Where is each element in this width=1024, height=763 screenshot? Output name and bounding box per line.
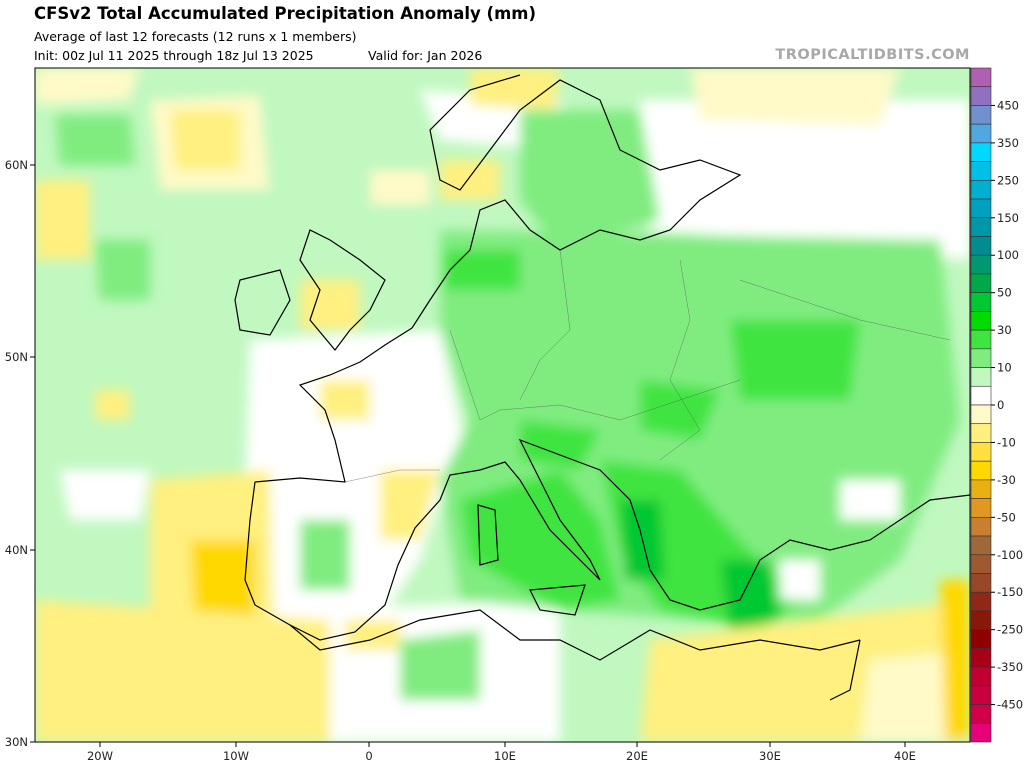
colorbar-bin [970, 161, 992, 181]
map-subtitle: Average of last 12 forecasts (12 runs x … [34, 29, 357, 44]
colorbar-bin [970, 367, 992, 387]
colorbar-bin [970, 105, 992, 125]
colorbar-label: 450 [997, 98, 1019, 112]
colorbar-bin [970, 591, 992, 612]
lon-label: 10E [494, 749, 516, 763]
colorbar-label: 350 [997, 136, 1019, 150]
lon-label: 30E [759, 749, 781, 763]
colorbar-bin [970, 517, 992, 537]
colorbar-bin [970, 404, 992, 425]
colorbar-bin [970, 348, 992, 368]
colorbar-bin [970, 479, 992, 499]
colorbar-bin [970, 67, 992, 88]
colorbar-bin [970, 554, 992, 574]
colorbar-bin [970, 498, 992, 518]
colorbar-label: -150 [997, 585, 1023, 599]
colorbar-bin [970, 573, 992, 593]
valid-text: Valid for: Jan 2026 [368, 48, 483, 63]
colorbar-bin [970, 254, 992, 275]
colorbar-bin [970, 685, 992, 705]
colorbar-label: 10 [997, 361, 1012, 375]
colorbar-label: -30 [997, 473, 1016, 487]
colorbar-bin [970, 329, 992, 350]
colorbar-label: -250 [997, 623, 1023, 637]
colorbar-bin [970, 629, 992, 649]
colorbar-label: 0 [997, 398, 1004, 412]
map-axes: 20W 10W 0 10E 20E 30E 40E 60N 50N 40N 30N [5, 158, 916, 763]
colorbar-bin [970, 180, 992, 200]
colorbar-bin [970, 535, 992, 556]
map-title: CFSv2 Total Accumulated Precipitation An… [34, 4, 537, 23]
watermark: TROPICALTIDBITS.COM [775, 47, 970, 63]
colorbar-label: -50 [997, 510, 1016, 524]
colorbar-bin [970, 236, 992, 256]
colorbar-bin [970, 442, 992, 462]
lat-label: 50N [5, 350, 28, 364]
colorbar-bin [970, 666, 992, 687]
coastlines [234, 74, 970, 701]
colorbar-label: -350 [997, 660, 1023, 674]
colorbar-label: 100 [997, 248, 1019, 262]
map-frame [34, 67, 971, 743]
colorbar-bin [970, 86, 992, 106]
colorbar-bin [970, 142, 992, 162]
lat-label: 40N [5, 543, 28, 557]
colorbar-label: 50 [997, 286, 1012, 300]
lon-label: 40E [894, 749, 916, 763]
colorbar-bin [970, 704, 992, 724]
lat-label: 30N [5, 735, 28, 749]
colorbar-label: 250 [997, 173, 1019, 187]
colorbar-bin [970, 217, 992, 237]
lon-label: 0 [365, 749, 372, 763]
colorbar-bin [970, 123, 992, 144]
precip-anomaly-field [35, 68, 970, 742]
lat-label: 60N [5, 158, 28, 172]
colorbar-bin [970, 610, 992, 630]
lon-label: 10W [223, 749, 249, 763]
borders [344, 249, 951, 483]
colorbar-bin [970, 273, 992, 293]
colorbar-bin [970, 648, 992, 668]
colorbar: 4503502501501005030100-10-30-50-100-150-… [970, 67, 1023, 743]
colorbar-label: -10 [997, 435, 1016, 449]
lon-label: 20W [87, 749, 113, 763]
lon-label: 20E [626, 749, 648, 763]
colorbar-bin [970, 423, 992, 443]
init-text: Init: 00z Jul 11 2025 through 18z Jul 13… [34, 48, 314, 63]
colorbar-bin [970, 722, 992, 743]
colorbar-bin [970, 460, 992, 481]
colorbar-bin [970, 311, 992, 331]
colorbar-label: -100 [997, 548, 1023, 562]
colorbar-bin [970, 198, 992, 219]
colorbar-bin [970, 385, 992, 406]
colorbar-label: 150 [997, 211, 1019, 225]
colorbar-label: 30 [997, 323, 1012, 337]
colorbar-label: -450 [997, 698, 1023, 712]
colorbar-bin [970, 292, 992, 312]
